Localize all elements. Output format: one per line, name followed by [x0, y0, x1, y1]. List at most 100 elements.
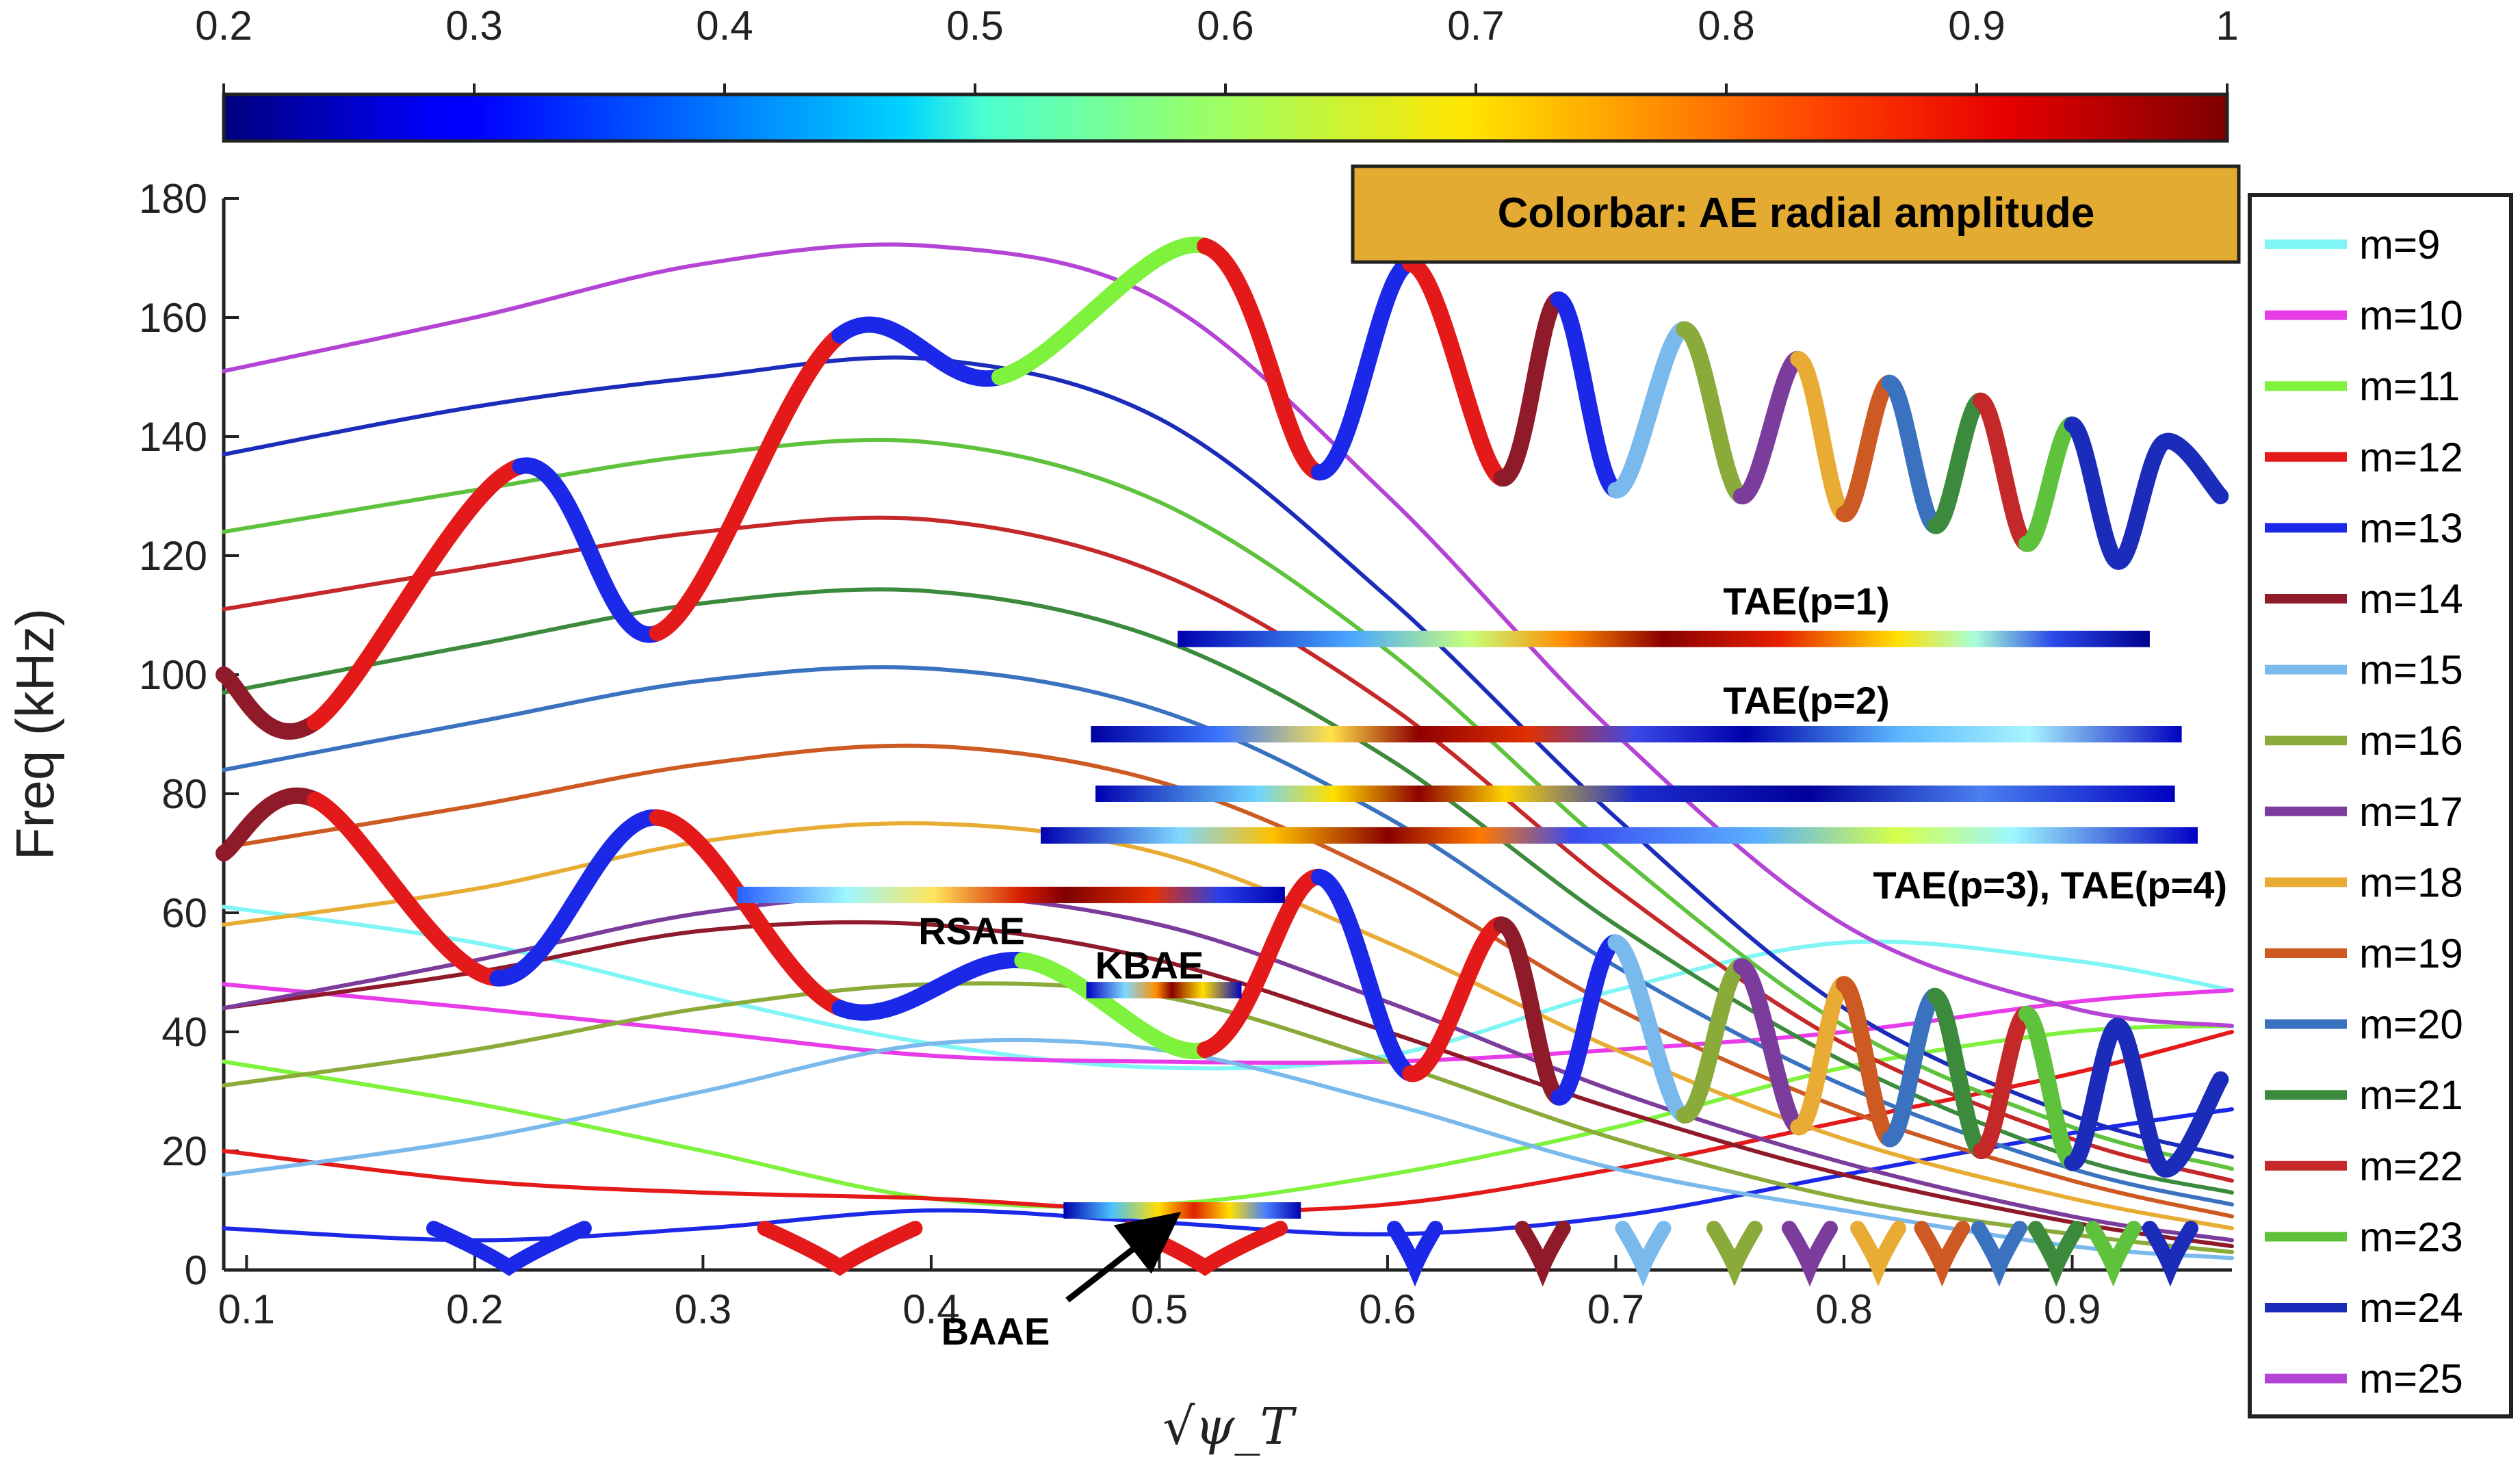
low-frequency-gap-marker — [1615, 1221, 1672, 1287]
legend-label-m-12: m=12 — [2359, 435, 2463, 480]
x-tick-label: 0.7 — [1587, 1286, 1644, 1332]
upper-edge-2-segment — [649, 809, 848, 1017]
upper-edge-2-segment — [1310, 868, 1419, 1082]
upper-edge-1-segment — [307, 458, 529, 731]
plot-area — [216, 236, 2234, 1287]
upper-edge-1-segment — [991, 236, 1214, 385]
legend-label-m-24: m=24 — [2359, 1285, 2463, 1331]
low-frequency-gap-marker — [1386, 1221, 1443, 1287]
upper-edge-2-segment — [307, 791, 506, 987]
upper-edge-2-segment — [1014, 952, 1214, 1060]
low-frequency-gap-marker — [2028, 1221, 2085, 1287]
low-frequency-gap-marker — [2085, 1221, 2142, 1287]
y-axis-label: Freq (kHz) — [5, 608, 65, 860]
y-tick-label: 80 — [161, 771, 207, 817]
y-tick-label: 100 — [139, 652, 207, 698]
upper-edge-1-segment — [1927, 392, 1990, 534]
colorbar-tick-label: 0.2 — [195, 3, 252, 49]
upper-edge-1-segment — [2064, 416, 2127, 570]
x-tick-label: 0.9 — [2044, 1286, 2101, 1332]
x-tick-label: 0.1 — [218, 1286, 275, 1332]
mode-bar-tae-p-3-tae-p-4 — [1095, 786, 2175, 802]
y-tick-label: 0 — [185, 1247, 207, 1293]
upper-edge-1-segment — [2109, 434, 2172, 570]
x-tick-label: 0.4 — [902, 1286, 959, 1332]
upper-edge-2-segment — [1607, 934, 1693, 1124]
upper-edge-1-segment — [1402, 255, 1510, 487]
series-line-m-18 — [222, 821, 2234, 1231]
colorbar-title-background — [1351, 164, 2241, 264]
series-line-m-15 — [222, 1037, 2234, 1260]
upper-edge-1-segment — [1973, 392, 2035, 552]
legend-label-m-23: m=23 — [2359, 1214, 2463, 1260]
low-frequency-gap-marker — [426, 1221, 592, 1276]
low-frequency-gap-marker — [2142, 1221, 2198, 1287]
upper-edge-1-segment — [512, 457, 666, 643]
series-line-m-17 — [222, 892, 2234, 1243]
upper-edge-1-segment — [1493, 291, 1568, 487]
colorbar-tick-label: 0.5 — [946, 3, 1003, 49]
y-tick-label: 120 — [139, 533, 207, 579]
upper-edge-1-segment — [1550, 291, 1624, 499]
legend-label-m-15: m=15 — [2359, 647, 2463, 693]
upper-edge-1-segment — [2018, 416, 2081, 552]
upper-edge-1-segment — [2155, 432, 2229, 504]
series-line-m-20 — [222, 665, 2234, 1207]
series-line-m-21 — [222, 587, 2234, 1195]
x-tick-label: 0.8 — [1815, 1286, 1872, 1332]
low-frequency-gap-marker — [757, 1221, 923, 1276]
annotation-tae-p1: TAE(p=1) — [1723, 580, 1889, 623]
annotation-rsae: RSAE — [918, 909, 1025, 952]
colorbar-title: Colorbar: AE radial amplitude — [1498, 190, 2095, 237]
low-frequency-gap-marker — [1850, 1221, 1907, 1287]
y-ticks: 0 20 40 60 80 100 120 140 160 180 — [139, 176, 239, 1293]
upper-edge-2-segment — [1836, 976, 1898, 1148]
mode-bar-tae-p-3-tae-p-4 — [1041, 827, 2198, 844]
legend-label-m-19: m=19 — [2359, 931, 2463, 976]
legend-label-m-25: m=25 — [2359, 1356, 2463, 1402]
annotation-kbae: KBAE — [1095, 944, 1204, 987]
series-layer — [222, 242, 2234, 1260]
annotation-baae: BAAE — [941, 1310, 1050, 1353]
legend-label-m-21: m=21 — [2359, 1072, 2463, 1118]
legend-label-m-13: m=13 — [2359, 505, 2463, 551]
continuum-edge-layer — [216, 236, 2229, 1287]
colorbar-tick-label: 0.3 — [445, 3, 502, 49]
upper-edge-2-segment — [831, 951, 1031, 1021]
upper-edge-2-segment — [1493, 916, 1568, 1106]
upper-edge-2-segment — [1927, 987, 1990, 1159]
series-line-m-22 — [222, 515, 2234, 1183]
legend-label-m-9: m=9 — [2359, 222, 2440, 268]
y-tick-label: 40 — [161, 1009, 207, 1055]
low-frequency-gap-marker — [1781, 1221, 1838, 1287]
upper-edge-2-segment — [1732, 958, 1807, 1136]
upper-edge-2-segment — [2064, 1017, 2127, 1171]
series-line-m-16 — [222, 981, 2234, 1254]
x-tick-label: 0.6 — [1359, 1286, 1416, 1332]
upper-edge-1-segment — [1790, 350, 1852, 523]
legend-label-m-11: m=11 — [2359, 363, 2460, 409]
y-tick-label: 140 — [139, 414, 207, 460]
upper-edge-2-segment — [2155, 1071, 2229, 1178]
upper-edge-1-segment — [1676, 321, 1750, 504]
mode-bar-kbae — [1086, 982, 1242, 999]
upper-edge-2-segment — [2109, 1017, 2172, 1178]
upper-edge-2-segment — [1676, 958, 1750, 1124]
mode-bar-rsae — [737, 886, 1285, 903]
upper-edge-2-segment — [1402, 916, 1510, 1082]
legend-label-m-20: m=20 — [2359, 1002, 2463, 1048]
upper-edge-1-segment — [1607, 321, 1693, 499]
mode-bar-tae-p-2 — [1091, 726, 2182, 742]
low-frequency-gap-marker — [1971, 1221, 2027, 1287]
x-tick-label: 0.5 — [1131, 1286, 1188, 1332]
upper-edge-1-segment — [649, 327, 848, 642]
x-tick-label: 0.3 — [675, 1286, 731, 1332]
legend: m=9 m=10 m=11 m=12 m=13 m=14 m=15 m=16 m=17 m=18 m… — [2248, 193, 2513, 1418]
colorbar-tick-label: 0.9 — [1948, 3, 2005, 49]
mode-bar-tae-p-1 — [1178, 630, 2150, 647]
legend-label-m-18: m=18 — [2359, 859, 2463, 905]
y-tick-label: 20 — [161, 1128, 207, 1174]
upper-edge-2-segment — [489, 809, 666, 987]
legend-label-m-14: m=14 — [2359, 576, 2463, 622]
colorbar-tick-label: 0.8 — [1698, 3, 1754, 49]
